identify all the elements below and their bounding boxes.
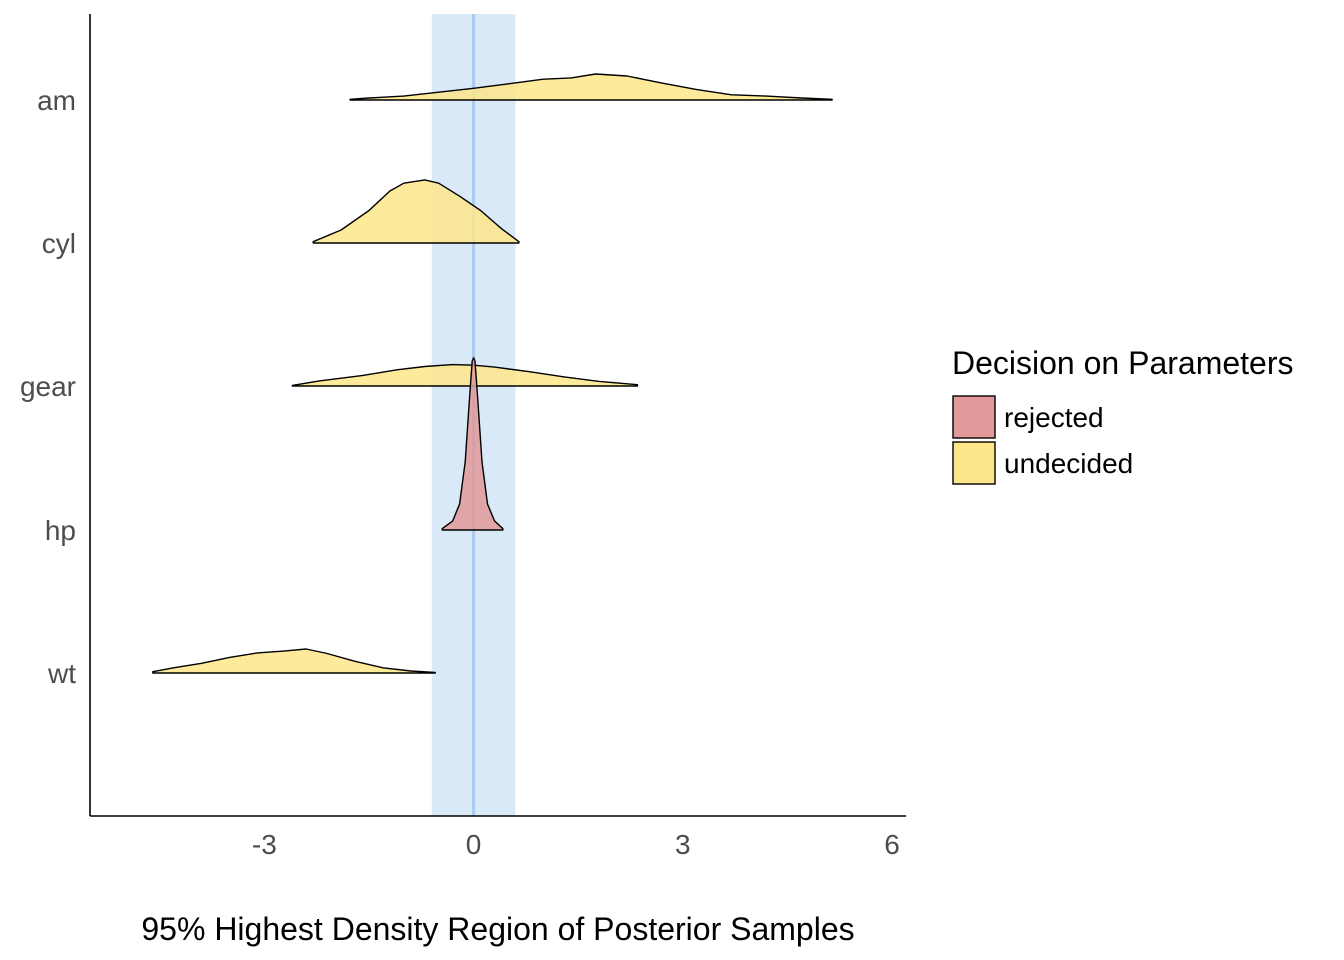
x-tick-label-6: 6	[884, 829, 900, 860]
y-tick-label-cyl: cyl	[42, 228, 76, 259]
legend-label-undecided: undecided	[1004, 448, 1133, 479]
x-tick-labels: -3 0 3 6	[252, 829, 900, 860]
legend: Decision on Parameters rejected undecided	[952, 345, 1293, 485]
legend-label-rejected: rejected	[1004, 402, 1104, 433]
y-tick-label-wt: wt	[47, 658, 76, 689]
x-tick-label--3: -3	[252, 829, 277, 860]
y-tick-label-am: am	[37, 85, 76, 116]
x-tick-label-0: 0	[466, 829, 482, 860]
ridge-wt	[152, 648, 436, 674]
axes	[89, 14, 906, 817]
ridge-cyl	[312, 179, 520, 244]
y-tick-labels: am cyl gear hp wt	[20, 85, 76, 689]
legend-swatch-rejected	[952, 395, 996, 439]
x-tick-label-3: 3	[675, 829, 691, 860]
y-tick-label-gear: gear	[20, 371, 76, 402]
legend-title: Decision on Parameters	[952, 345, 1293, 381]
x-axis-title: 95% Highest Density Region of Posterior …	[141, 911, 854, 947]
ridge-hp	[441, 357, 504, 531]
y-tick-label-hp: hp	[45, 515, 76, 546]
ridge-am	[349, 73, 833, 101]
legend-swatch-undecided	[952, 441, 996, 485]
ridge-gear	[291, 363, 639, 387]
density-ridges	[152, 73, 833, 674]
